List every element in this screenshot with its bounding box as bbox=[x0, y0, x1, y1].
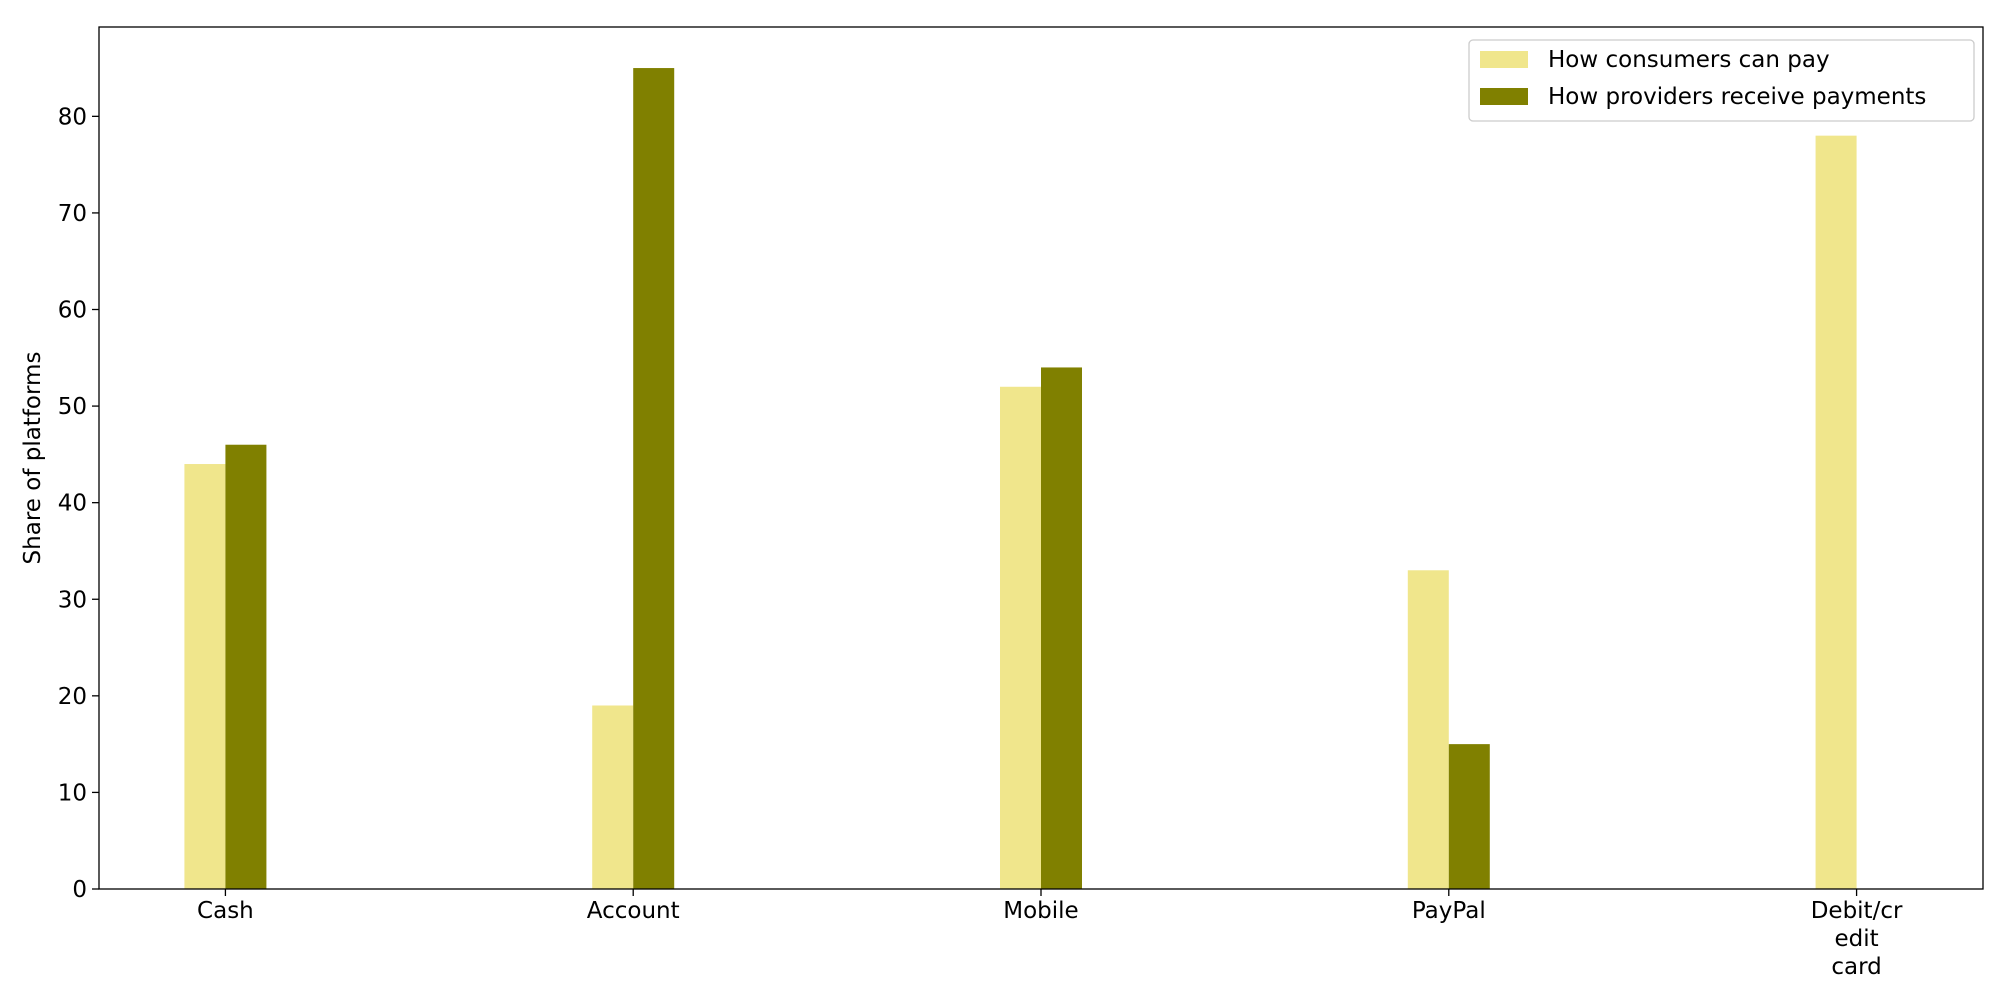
bar bbox=[1000, 386, 1041, 889]
bar bbox=[1407, 570, 1449, 889]
y-tick-label: 20 bbox=[58, 684, 87, 710]
legend-swatch-consumers bbox=[1480, 51, 1528, 68]
x-tick-label-line: Cash bbox=[197, 898, 254, 924]
legend: How consumers can pay How providers rece… bbox=[1468, 39, 1975, 122]
y-tick-label: 40 bbox=[58, 491, 87, 517]
legend-label-providers: How providers receive payments bbox=[1548, 84, 1926, 110]
x-tick-label-line: Debit/cr bbox=[1811, 898, 1903, 924]
bar bbox=[184, 464, 226, 889]
x-axis: Cash Account Mobile PayPal Debit/cr edit card bbox=[197, 889, 1903, 980]
x-tick-label-line: Mobile bbox=[1003, 898, 1078, 924]
legend-label-consumers: How consumers can pay bbox=[1548, 47, 1830, 73]
legend-box bbox=[1468, 39, 1975, 122]
bar-layer bbox=[184, 68, 1857, 890]
y-tick-label: 50 bbox=[58, 394, 87, 420]
y-tick-label: 10 bbox=[58, 780, 87, 806]
y-axis-label: Share of platforms bbox=[20, 352, 46, 565]
x-tick-label: Mobile bbox=[1003, 898, 1078, 924]
bar bbox=[633, 68, 675, 890]
y-axis: 0 10 20 30 40 50 60 70 80 bbox=[58, 104, 99, 903]
x-tick-label: Account bbox=[587, 898, 680, 924]
x-tick-label-line: PayPal bbox=[1412, 898, 1486, 924]
x-tick-label-line: Account bbox=[587, 898, 680, 924]
y-tick-label: 60 bbox=[58, 298, 87, 324]
y-tick-label: 0 bbox=[72, 877, 87, 903]
x-tick-label-line: edit bbox=[1834, 926, 1878, 952]
y-tick-label: 70 bbox=[58, 201, 87, 227]
bar bbox=[1041, 367, 1082, 889]
legend-swatch-providers bbox=[1480, 88, 1528, 105]
y-tick-label: 30 bbox=[58, 587, 87, 613]
bar bbox=[1815, 135, 1857, 889]
bar bbox=[225, 444, 267, 889]
bar bbox=[592, 705, 634, 889]
y-tick-label: 80 bbox=[58, 104, 87, 130]
x-tick-label: PayPal bbox=[1412, 898, 1486, 924]
x-tick-label-line: card bbox=[1831, 954, 1881, 980]
plot-frame bbox=[98, 26, 1984, 890]
x-tick-label: Debit/cr edit card bbox=[1811, 898, 1903, 980]
x-tick-label: Cash bbox=[197, 898, 254, 924]
bar bbox=[1448, 744, 1490, 889]
